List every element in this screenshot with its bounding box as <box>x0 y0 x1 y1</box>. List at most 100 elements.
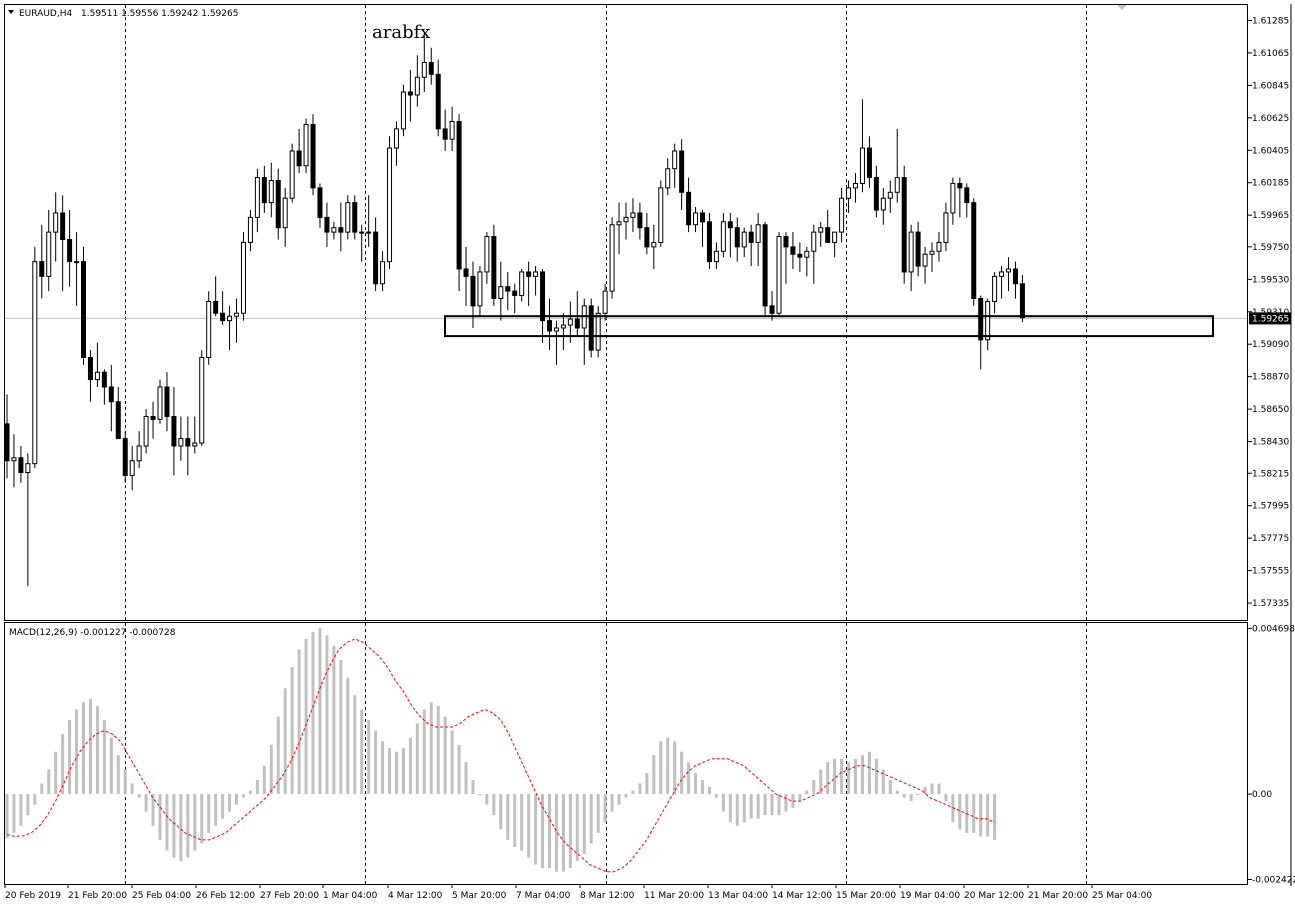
macd-bar <box>235 794 239 805</box>
macd-bar <box>443 716 447 795</box>
macd-bar <box>193 794 197 851</box>
candle-body-bull <box>839 197 845 233</box>
candle-body-bull <box>776 236 782 314</box>
macd-bar <box>701 779 704 795</box>
macd-bar <box>478 794 482 796</box>
main-panel-frame <box>4 4 1248 621</box>
macd-bar <box>33 794 37 805</box>
candle <box>818 221 824 247</box>
candle-body-bull <box>345 202 351 233</box>
macd-bar <box>541 794 545 869</box>
candle <box>46 210 52 292</box>
candle-body-bear <box>505 286 511 292</box>
price-tick-label: 1.59530 <box>1252 275 1289 285</box>
candle <box>25 453 31 587</box>
macd-bar <box>895 790 899 795</box>
candle <box>387 136 393 269</box>
candle <box>477 266 483 317</box>
macd-bar <box>109 737 113 795</box>
macd-bar <box>200 794 204 844</box>
candle <box>18 445 24 483</box>
candle <box>234 298 240 343</box>
candle <box>484 232 490 284</box>
candle <box>101 369 107 405</box>
candle-body-bull <box>393 128 399 149</box>
candle <box>644 212 650 255</box>
macd-bar <box>19 794 23 826</box>
candle <box>853 173 859 203</box>
candle-body-bull <box>192 442 198 447</box>
macd-bar <box>603 794 607 823</box>
macd-bar <box>297 649 301 795</box>
macd-bar <box>388 748 392 795</box>
candle <box>129 445 135 491</box>
macd-bar <box>339 660 343 795</box>
macd-bar <box>589 794 593 844</box>
candle <box>136 431 142 469</box>
macd-bar <box>986 794 990 837</box>
candle-body-bull <box>289 150 295 199</box>
candle-body-bull <box>630 212 636 218</box>
candle <box>366 195 372 247</box>
candle-body-bear <box>60 212 66 240</box>
price-tick-label: 1.60405 <box>1252 146 1289 156</box>
macd-bar <box>422 709 426 795</box>
candle-body-bull <box>880 197 886 211</box>
candle <box>1012 261 1018 299</box>
candle-body-bull <box>129 460 135 476</box>
candle-body-bear <box>686 191 692 226</box>
candle-body-bull <box>999 271 1005 277</box>
candle <box>908 224 914 292</box>
candle <box>936 232 942 262</box>
candle-body-bull <box>832 231 838 243</box>
macd-bar <box>631 790 635 795</box>
candle-body-bull <box>178 438 184 447</box>
candle <box>213 276 219 317</box>
frame <box>4 4 1292 886</box>
candle <box>192 416 198 454</box>
candle-body-bull <box>929 250 935 255</box>
macd-bar <box>137 794 141 798</box>
candle <box>206 291 212 365</box>
candle-body-bull <box>846 187 852 199</box>
candle <box>734 217 740 262</box>
macd-bar <box>707 787 711 795</box>
macd-bar <box>610 794 614 812</box>
candle-body-bear <box>108 386 114 403</box>
candle <box>157 379 163 424</box>
candle <box>560 313 566 351</box>
candle <box>894 128 900 203</box>
candle <box>839 187 845 243</box>
macd-bar <box>867 751 871 795</box>
macd-bar <box>492 794 496 816</box>
time-tick-label: 5 Mar 20:00 <box>452 891 507 901</box>
macd-bar <box>673 741 677 795</box>
candle <box>240 232 246 321</box>
macd-bar <box>165 794 169 851</box>
candle <box>178 416 184 461</box>
candle-body-bear <box>512 290 518 297</box>
candle-body-bull <box>46 231 52 277</box>
candle-body-bear <box>637 212 643 229</box>
candle-body-bear <box>769 305 775 314</box>
candle-body-bear <box>39 261 45 277</box>
candle-body-bear <box>296 150 302 167</box>
candle-body-bull <box>665 168 671 189</box>
candle-body-bear <box>783 236 789 248</box>
macd-bar <box>993 794 997 840</box>
macd-bar <box>40 783 44 795</box>
candle-body-bear <box>171 415 177 447</box>
macd-bar <box>464 762 468 795</box>
candle-body-bear <box>4 423 10 462</box>
candle-body-bear <box>81 261 87 358</box>
support-zone-rectangle[interactable] <box>444 315 1214 338</box>
macd-tick-label: -0.002422 <box>1252 875 1295 885</box>
candle-body-bear <box>213 300 219 314</box>
macd-bar <box>179 794 183 862</box>
macd-bar <box>854 758 858 795</box>
candle <box>60 195 66 292</box>
candle-body-bull <box>11 457 17 462</box>
macd-bar <box>902 794 906 798</box>
candle <box>964 183 970 218</box>
menu-triangle-icon[interactable] <box>8 10 14 14</box>
